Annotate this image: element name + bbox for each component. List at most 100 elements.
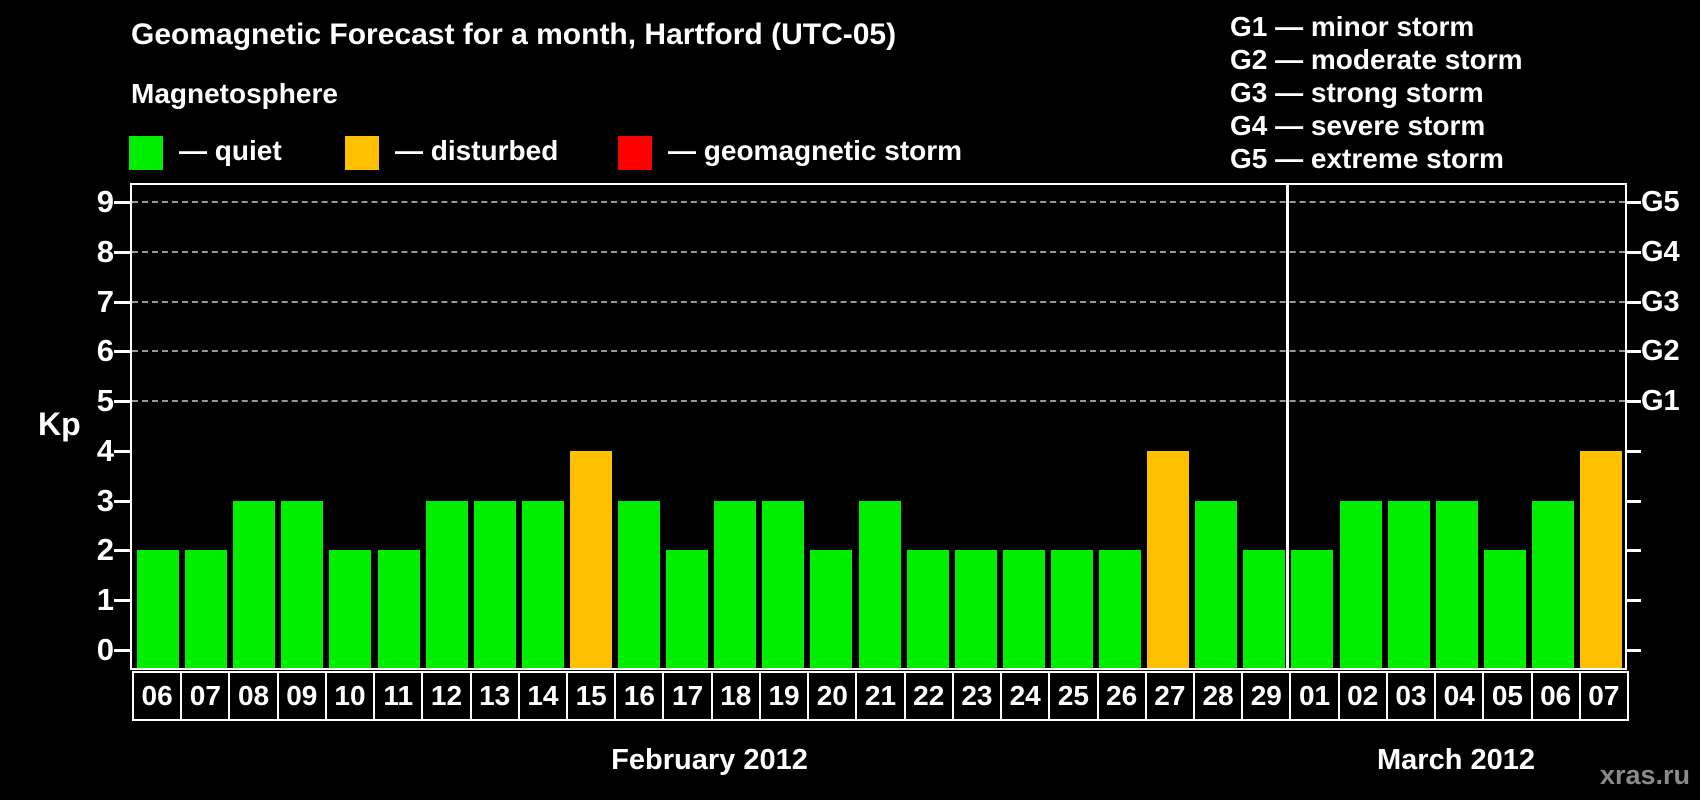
day-cell: 19 [760, 673, 808, 719]
plot-area [130, 183, 1627, 670]
day-cell: 18 [712, 673, 759, 719]
gridline-kp6 [132, 350, 1625, 353]
kp-bar-day-02 [1339, 500, 1382, 668]
g-tick-label-g2: G2 [1641, 335, 1680, 368]
gridline-kp9 [132, 200, 1625, 203]
legend-label-quiet: — quiet [179, 135, 282, 166]
day-cell: 17 [664, 673, 711, 719]
day-cell: 06 [134, 673, 181, 719]
y-tick-label: 4 [96, 432, 114, 468]
storm-swatch-icon [618, 136, 652, 170]
g-scale-line: G4 — severe storm [1230, 110, 1486, 141]
day-cell: 28 [1194, 673, 1242, 719]
y-tick-label: 6 [96, 333, 114, 369]
day-cell: 15 [568, 673, 615, 719]
y-tick-right [1625, 449, 1641, 453]
day-cell: 07 [182, 673, 229, 719]
y-tick-right [1625, 300, 1641, 304]
quiet-swatch-icon [129, 136, 163, 170]
g-scale-line: G5 — extreme storm [1230, 143, 1504, 174]
y-tick-label: 2 [96, 532, 114, 568]
month-label-february: February 2012 [611, 744, 808, 776]
y-tick-left [114, 300, 130, 304]
disturbed-swatch-icon [345, 136, 379, 170]
day-cell: 27 [1146, 673, 1193, 719]
g-scale-legend: G1 — minor storm G2 — moderate storm G3 — … [1230, 10, 1523, 175]
day-cell: 29 [1243, 673, 1290, 719]
g-scale-line: G3 — strong storm [1230, 77, 1484, 108]
kp-bar-day-21 [858, 500, 901, 668]
day-cell: 05 [1484, 673, 1531, 719]
legend-item-disturbed: — disturbed [345, 127, 558, 175]
kp-bar-day-19 [762, 500, 805, 668]
kp-bar-day-18 [714, 500, 757, 668]
day-cell: 22 [905, 673, 952, 719]
y-tick-left [114, 499, 130, 503]
y-tick-label: 0 [96, 632, 114, 667]
day-cell: 12 [423, 673, 470, 719]
kp-bar-day-10 [329, 550, 372, 668]
kp-bar-day-04 [1435, 500, 1478, 668]
y-tick-label: 3 [96, 482, 114, 518]
y-tick-left [114, 649, 130, 652]
kp-bar-day-16 [618, 500, 660, 668]
kp-bar-day-08 [233, 500, 276, 668]
y-axis-label: Kp [38, 406, 81, 442]
legend-item-storm: — geomagnetic storm [618, 127, 962, 175]
g-tick-label-g3: G3 [1641, 285, 1680, 318]
gridline-kp7 [132, 300, 1625, 303]
kp-bar-day-06 [1531, 500, 1574, 668]
day-cell: 25 [1050, 673, 1097, 719]
y-tick-left [114, 250, 130, 254]
y-tick-right [1625, 350, 1641, 354]
kp-bar-day-27 [1147, 450, 1190, 668]
y-tick-right [1625, 549, 1641, 553]
y-tick-left [114, 200, 130, 204]
kp-bar-day-20 [810, 550, 853, 668]
y-tick-label: 9 [96, 183, 114, 219]
kp-bar-day-11 [377, 550, 420, 668]
day-cell: 23 [953, 673, 1001, 719]
y-tick-right [1625, 400, 1641, 404]
kp-bar-day-28 [1195, 500, 1238, 668]
g-scale-line: G2 — moderate storm [1230, 44, 1523, 75]
day-cell: 10 [326, 673, 374, 719]
y-tick-left [114, 549, 130, 553]
day-cell: 04 [1436, 673, 1483, 719]
day-cell: 09 [278, 673, 325, 719]
g-tick-label-g1: G1 [1641, 385, 1680, 418]
day-axis: 06 07 08 09 10 11 12 13 14 15 16 17 18 19 20 21 22 23 24 25… [132, 671, 1629, 721]
y-tick-right [1625, 250, 1641, 254]
chart-title: Geomagnetic Forecast for a month, Hartfo… [131, 18, 897, 51]
kp-bar-day-06 [137, 550, 179, 668]
kp-bar-day-25 [1050, 550, 1093, 668]
y-tick-left [114, 400, 130, 404]
kp-bar-day-07 [185, 550, 228, 668]
legend-label-storm: — geomagnetic storm [668, 135, 963, 166]
g-tick-label-g5: G5 [1641, 185, 1680, 218]
kp-bar-day-29 [1243, 550, 1286, 668]
gridline-kp5 [132, 400, 1625, 403]
y-tick-right [1625, 499, 1641, 503]
y-tick-left [114, 350, 130, 354]
month-label-march: March 2012 [1377, 744, 1535, 776]
day-cell: 02 [1339, 673, 1386, 719]
day-cell: 07 [1580, 673, 1627, 719]
kp-bar-day-24 [1002, 550, 1045, 668]
kp-bar-day-01 [1291, 550, 1334, 668]
gridline-kp8 [132, 250, 1625, 253]
y-tick-label: 1 [96, 582, 114, 618]
legend-item-quiet: — quiet [129, 127, 282, 175]
kp-bar-day-17 [666, 550, 709, 668]
day-cell: 21 [857, 673, 904, 719]
day-cell: 16 [616, 673, 663, 719]
day-cell: 26 [1098, 673, 1145, 719]
g-tick-label-g4: G4 [1641, 235, 1680, 268]
kp-bar-day-03 [1387, 500, 1430, 668]
day-cell: 24 [1002, 673, 1049, 719]
magnetosphere-label: Magnetosphere [131, 78, 338, 109]
day-cell: 06 [1532, 673, 1579, 719]
kp-bar-day-15 [569, 450, 612, 668]
y-tick-right [1625, 649, 1641, 652]
